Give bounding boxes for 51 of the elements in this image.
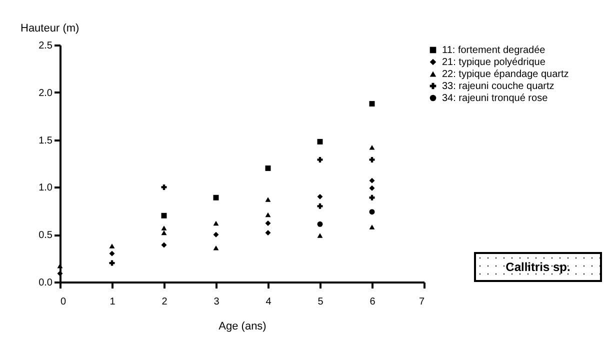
point: [161, 226, 167, 230]
point: [369, 178, 375, 184]
y-tick-label: 1.0: [38, 182, 53, 194]
point: [161, 212, 167, 218]
point: [317, 156, 323, 162]
x-tick-label: 3: [214, 296, 220, 308]
y-tick-label: 0.0: [38, 278, 53, 288]
point: [161, 230, 167, 236]
point: [369, 224, 375, 230]
x-tick-label: 4: [266, 296, 272, 308]
legend-label: 21: typique polyédrique: [442, 57, 546, 68]
point: [265, 212, 271, 218]
y-tick-label: 1.5: [38, 135, 53, 146]
x-axis-title: Age (ans): [218, 320, 266, 332]
point: [265, 197, 271, 202]
x-tick-label: 7: [418, 296, 425, 308]
point: [213, 194, 219, 200]
legend-label: 33: rajeuni couche quartz: [442, 81, 554, 92]
point: [369, 145, 375, 150]
x-tick-label: 1: [110, 296, 116, 308]
point: [369, 185, 375, 191]
point: [213, 232, 219, 238]
point: [265, 166, 271, 171]
point: [369, 209, 375, 215]
point: [265, 230, 271, 236]
legend-label: 11: fortement degradée: [442, 45, 546, 56]
point: [109, 250, 115, 256]
point: [265, 220, 271, 226]
x-tick-label: 6: [370, 296, 376, 308]
y-axis-title: Hauteur (m): [20, 22, 80, 34]
point: [317, 203, 323, 209]
x-tick-label: 0: [60, 296, 66, 308]
point: [161, 184, 167, 190]
y-tick-label: 2.5: [38, 40, 53, 52]
point: [317, 194, 323, 200]
point: [317, 233, 323, 238]
point: [57, 270, 63, 276]
point: [369, 156, 375, 162]
note-box: Callitris sp.: [474, 252, 602, 282]
x-tick-label: 5: [318, 296, 324, 308]
point: [317, 138, 323, 144]
point: [369, 101, 375, 107]
x-tick-label: 2: [162, 296, 168, 308]
point: [161, 242, 167, 248]
point: [317, 221, 323, 227]
legend-label: 22: typique épandage quartz: [442, 69, 569, 80]
point: [109, 244, 115, 248]
y-tick-label: 0.5: [38, 230, 53, 242]
legend-label: 34: rajeuni tronqué rose: [442, 93, 548, 104]
point: [213, 220, 219, 226]
y-tick-label: 2.0: [38, 88, 53, 99]
